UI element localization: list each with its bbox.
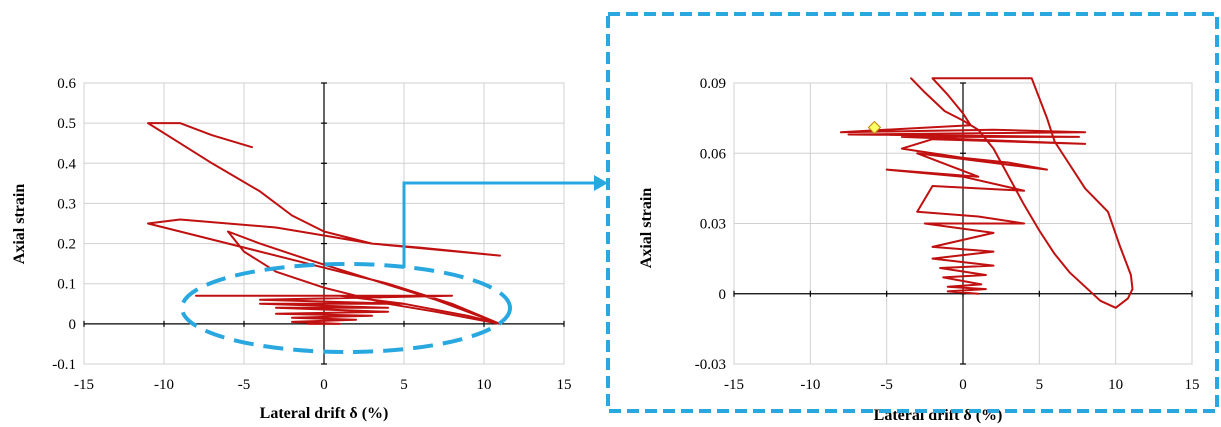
left-y-tick-label: 0.2 (57, 237, 76, 253)
left-y-tick-label: 0 (69, 317, 77, 333)
left-y-tick-label: -0.1 (52, 357, 76, 373)
right-tick-labels: -15 -10 -5 0 5 10 15 -0.03 0 0.03 0.06 0.09 (695, 76, 1200, 393)
left-chart: -15 -10 -5 0 5 10 15 -0.1 0 0.1 0.2 0.3 0.4 0.5 0.6 La… (11, 76, 572, 422)
left-x-axis-label: Lateral drift δ (%) (260, 405, 389, 422)
left-x-tick-label: 10 (477, 377, 492, 393)
left-y-tick-label: 0.4 (57, 156, 76, 172)
left-x-tick-label: -15 (74, 377, 94, 393)
right-series-line (839, 77, 1134, 309)
right-x-tick-label: 15 (1185, 377, 1200, 393)
right-y-tick-label: -0.03 (695, 357, 726, 373)
left-x-tick-label: 15 (557, 377, 572, 393)
right-y-tick-label: 0 (719, 287, 727, 303)
right-x-tick-label: -5 (880, 377, 893, 393)
left-y-axis-label: Axial strain (11, 184, 28, 265)
left-y-tick-label: 0.6 (57, 76, 76, 92)
current-state-marker (867, 120, 882, 135)
left-x-tick-label: -5 (238, 377, 251, 393)
left-tick-labels: -15 -10 -5 0 5 10 15 -0.1 0 0.1 0.2 0.3 0.4 0.5 0.6 (52, 76, 571, 393)
left-x-tick-label: -10 (154, 377, 174, 393)
left-y-tick-label: 0.3 (57, 196, 76, 212)
left-y-tick-label: 0.5 (57, 116, 76, 132)
right-x-tick-label: 10 (1108, 377, 1123, 393)
zoom-region-ellipse (180, 262, 512, 354)
left-series-line (147, 122, 501, 325)
right-y-tick-label: 0.06 (700, 146, 727, 162)
right-x-tick-label: 5 (1036, 377, 1044, 393)
right-y-tick-label: 0.09 (700, 76, 726, 92)
right-x-tick-label: -10 (800, 377, 820, 393)
left-x-tick-label: 5 (400, 377, 408, 393)
left-x-tick-label: 0 (320, 377, 328, 393)
right-y-tick-label: 0.03 (700, 217, 726, 233)
zoom-connector-line (402, 181, 594, 268)
right-x-tick-label: 0 (959, 377, 967, 393)
right-x-tick-label: -15 (724, 377, 744, 393)
zoom-arrowhead (594, 175, 608, 191)
right-y-axis-label: Axial strain (638, 188, 655, 269)
left-y-tick-label: 0.1 (57, 277, 76, 293)
